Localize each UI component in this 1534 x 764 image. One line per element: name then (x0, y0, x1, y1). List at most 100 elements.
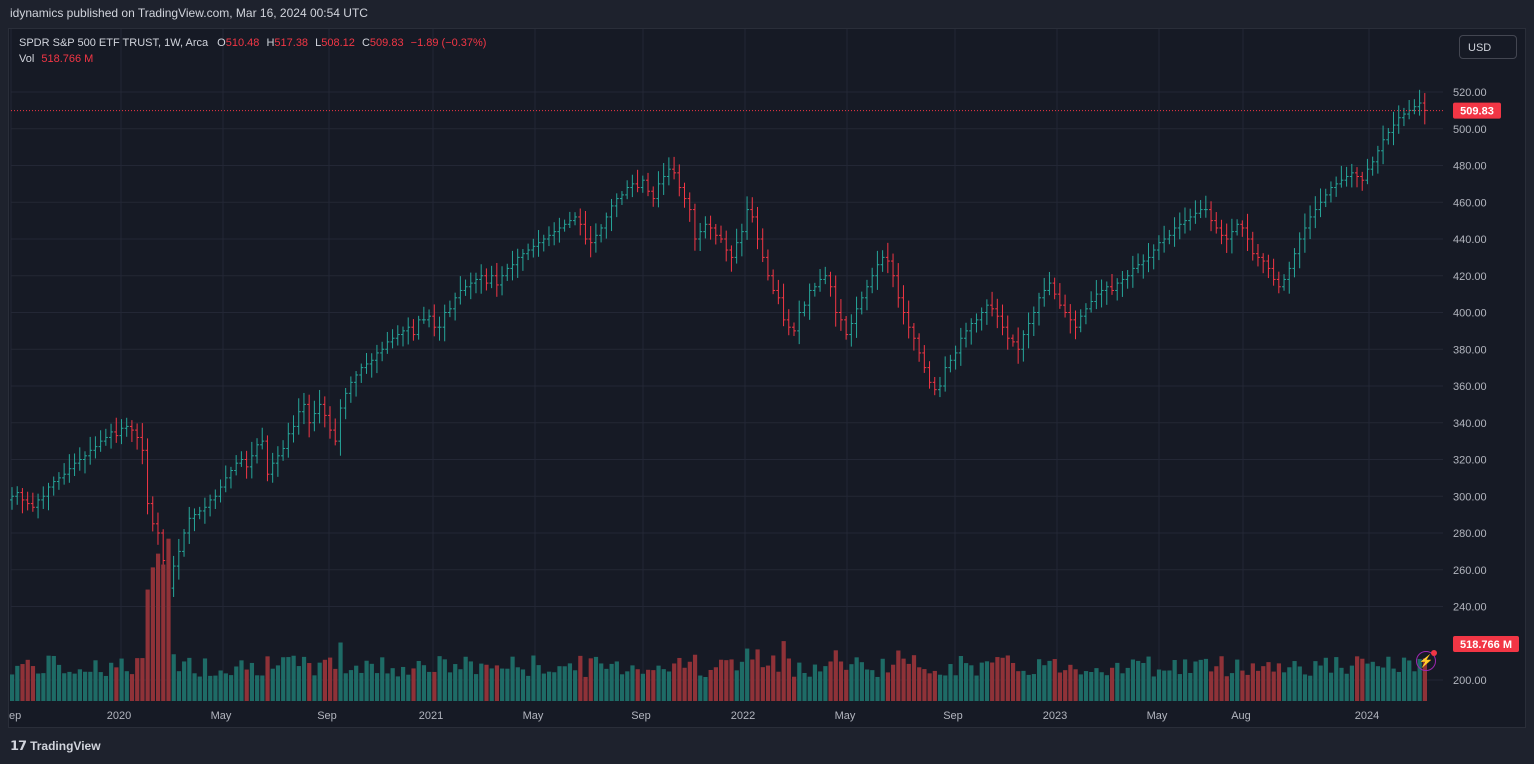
price-axis-label: 500.00 (1453, 124, 1487, 136)
price-axis-label: 400.00 (1453, 308, 1487, 320)
volume-bar (223, 673, 228, 701)
volume-bar (260, 675, 265, 701)
volume-bar (692, 654, 698, 701)
volume-bar (1334, 657, 1339, 701)
volume-bar (573, 670, 578, 701)
volume-bar (1094, 668, 1099, 701)
currency-button[interactable]: USD (1459, 35, 1517, 59)
volume-bar (380, 657, 385, 701)
volume-bar (1052, 659, 1057, 701)
volume-bar (1365, 663, 1370, 701)
price-chart-svg[interactable]: ep 2020 May Sep 2021 May Sep 2022 May Sep 2023 May A… (9, 29, 1527, 729)
volume-bar (1401, 657, 1407, 701)
volume-bar (1130, 659, 1136, 701)
legend-high-label: H (266, 37, 275, 49)
volume-bar (682, 667, 687, 701)
volume-bar (937, 674, 943, 701)
volume-bar (364, 660, 369, 701)
volume-bar (1245, 674, 1250, 701)
volume-bar (1057, 672, 1063, 701)
price-axis-label: 440.00 (1453, 234, 1487, 246)
volume-bar (322, 659, 328, 701)
volume-bar (531, 655, 536, 701)
volume-bar (192, 673, 197, 701)
legend-close-label: C (361, 37, 370, 49)
volume-bar (677, 657, 682, 701)
price-axis-label: 300.00 (1453, 491, 1487, 503)
volume-bar (114, 667, 119, 701)
volume-bar (244, 669, 249, 701)
volume-bar (1255, 670, 1261, 701)
volume-bar (844, 669, 849, 701)
volume-bar (917, 667, 922, 701)
price-axis-label: 280.00 (1453, 528, 1487, 540)
volume-bar (1021, 670, 1026, 701)
volume-bar (943, 675, 948, 701)
volume-bar (98, 672, 103, 701)
volume-bar (286, 657, 291, 701)
volume-bar (328, 657, 333, 701)
legend-volume-row: Vol 518.766 M (19, 51, 486, 67)
volume-bar (348, 670, 354, 701)
volume-bar (1235, 659, 1240, 701)
legend-open-label: O (217, 37, 226, 49)
volume-bar (666, 671, 672, 701)
volume-bar (411, 668, 416, 701)
volume-bar (234, 666, 239, 701)
time-axis-label: May (211, 710, 232, 722)
time-axis-label: 2021 (419, 710, 443, 722)
time-axis-label: May (1147, 710, 1168, 722)
volume-bar (301, 656, 307, 701)
volume-bar (703, 676, 708, 701)
volume-bar (1391, 668, 1396, 701)
volume-bar (510, 656, 515, 701)
volume-bar (567, 663, 573, 701)
volume-bar (870, 670, 875, 701)
volume-bar (145, 589, 150, 701)
chart-panel[interactable]: ep 2020 May Sep 2021 May Sep 2022 May Sep 2023 May A… (8, 28, 1526, 728)
volume-bar (546, 671, 552, 701)
volume-bar (500, 668, 505, 701)
volume-bar (82, 671, 88, 701)
volume-bar (1146, 656, 1151, 701)
price-axis-label: 260.00 (1453, 565, 1487, 577)
footer-brand[interactable]: 𝟭𝟳 TradingView (10, 738, 101, 754)
volume-bar (859, 662, 864, 701)
volume-bar (849, 664, 854, 701)
volume-bar (72, 673, 77, 701)
legend-low-label: L (315, 37, 322, 49)
volume-bar (885, 672, 891, 701)
volume-bar (1115, 662, 1120, 701)
volume-bar (891, 664, 896, 701)
volume-bar (630, 665, 635, 701)
volume-bar (312, 675, 317, 701)
volume-bar (36, 673, 41, 701)
time-axis-label: 2020 (107, 710, 131, 722)
volume-bar (1177, 674, 1182, 701)
volume-bar (1109, 667, 1115, 701)
legend-volume-label: Vol (19, 53, 35, 65)
volume-bar (838, 661, 844, 701)
volume-bar (1063, 670, 1068, 701)
volume-bar (202, 658, 208, 701)
volume-bar (776, 671, 781, 701)
lightning-icon[interactable]: ⚡ (1416, 650, 1437, 671)
volume-bar (953, 675, 958, 701)
volume-bar (974, 675, 979, 701)
volume-bar (1182, 659, 1188, 701)
volume-bar (1276, 663, 1282, 701)
volume-bar (875, 676, 880, 701)
volume-bar (20, 664, 25, 701)
volume-bar (453, 664, 458, 701)
time-axis-label: 2024 (1355, 710, 1379, 722)
volume-bar (374, 673, 380, 701)
volume-bar (755, 649, 760, 701)
volume-bar (25, 659, 30, 701)
volume-bar (208, 675, 213, 701)
volume-bar (619, 674, 625, 701)
volume-bar (734, 670, 739, 701)
volume-bar (552, 672, 557, 701)
last-volume-tag (1453, 636, 1519, 652)
volume-bar (447, 672, 453, 701)
volume-bar (1308, 675, 1313, 701)
